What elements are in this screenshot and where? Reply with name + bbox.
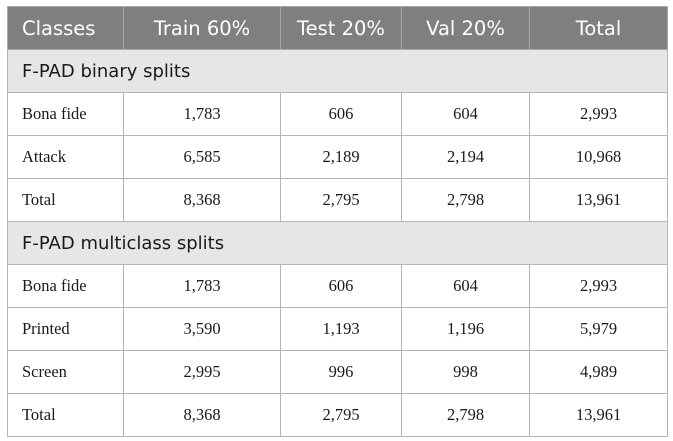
class-cell: Bona fide [7,264,124,308]
header-row: Classes Train 60% Test 20% Val 20% Total [7,6,668,50]
test-cell: 1,193 [280,307,402,351]
section-title-multiclass: F-PAD multiclass splits [7,221,668,265]
test-cell: 2,189 [280,135,402,179]
class-cell: Total [7,393,124,437]
class-cell: Screen [7,350,124,394]
header-classes: Classes [7,6,124,50]
table-row: Screen 2,995 996 998 4,989 [7,350,668,394]
table-row: Printed 3,590 1,193 1,196 5,979 [7,307,668,351]
table-row: Attack 6,585 2,189 2,194 10,968 [7,135,668,179]
test-cell: 996 [280,350,402,394]
total-cell: 2,993 [529,264,668,308]
section-row: F-PAD binary splits [7,49,668,93]
train-cell: 8,368 [123,178,281,222]
header-total: Total [529,6,668,50]
header-test: Test 20% [280,6,402,50]
val-cell: 604 [401,92,530,136]
total-cell: 10,968 [529,135,668,179]
train-cell: 3,590 [123,307,281,351]
total-cell: 13,961 [529,393,668,437]
train-cell: 8,368 [123,393,281,437]
train-cell: 2,995 [123,350,281,394]
test-cell: 2,795 [280,178,402,222]
test-cell: 2,795 [280,393,402,437]
header-val: Val 20% [401,6,530,50]
section-title-binary: F-PAD binary splits [7,49,668,93]
total-cell: 2,993 [529,92,668,136]
header-train: Train 60% [123,6,281,50]
val-cell: 604 [401,264,530,308]
class-cell: Bona fide [7,92,124,136]
table-row: Bona fide 1,783 606 604 2,993 [7,92,668,136]
class-cell: Printed [7,307,124,351]
table-row: Total 8,368 2,795 2,798 13,961 [7,393,668,437]
val-cell: 2,194 [401,135,530,179]
dataset-splits-table: Classes Train 60% Test 20% Val 20% Total… [7,6,668,437]
test-cell: 606 [280,264,402,308]
table-row: Bona fide 1,783 606 604 2,993 [7,264,668,308]
train-cell: 1,783 [123,264,281,308]
class-cell: Attack [7,135,124,179]
val-cell: 2,798 [401,178,530,222]
train-cell: 1,783 [123,92,281,136]
val-cell: 2,798 [401,393,530,437]
class-cell: Total [7,178,124,222]
section-row: F-PAD multiclass splits [7,221,668,265]
table-row: Total 8,368 2,795 2,798 13,961 [7,178,668,222]
total-cell: 5,979 [529,307,668,351]
train-cell: 6,585 [123,135,281,179]
val-cell: 1,196 [401,307,530,351]
total-cell: 4,989 [529,350,668,394]
val-cell: 998 [401,350,530,394]
total-cell: 13,961 [529,178,668,222]
test-cell: 606 [280,92,402,136]
